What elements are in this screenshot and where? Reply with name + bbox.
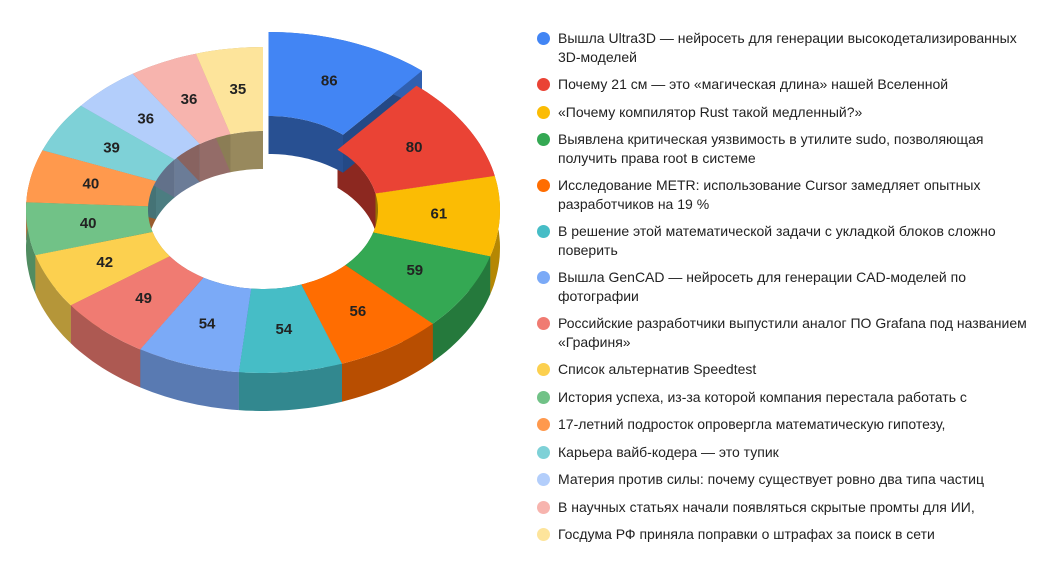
legend-marker bbox=[537, 133, 550, 146]
legend-item: «Почему компилятор Rust такой медленный?… bbox=[537, 103, 1037, 122]
slice-outer-wall bbox=[26, 202, 36, 294]
legend-label: В решение этой математической задачи с у… bbox=[558, 223, 996, 258]
legend-marker bbox=[537, 78, 550, 91]
slice bbox=[373, 175, 500, 257]
legend-marker bbox=[537, 363, 550, 376]
labels: 80 61 59 56 54 54 49 42 40 40 39 36 36 35 86 bbox=[80, 72, 447, 338]
slice-inner-wall bbox=[337, 149, 376, 232]
slice bbox=[70, 256, 204, 350]
data-label: 40 bbox=[83, 176, 100, 193]
data-label: 35 bbox=[230, 81, 247, 98]
data-label: 36 bbox=[181, 91, 198, 108]
legend-item: Материя против силы: почему существует р… bbox=[537, 470, 1037, 489]
data-label: 49 bbox=[135, 290, 152, 307]
data-label: 54 bbox=[199, 316, 216, 333]
slice bbox=[238, 284, 342, 373]
legend-item: Карьера вайб-кодера — это тупик bbox=[537, 443, 1037, 462]
slice-outer-wall bbox=[35, 255, 71, 344]
legend-marker bbox=[537, 32, 550, 45]
legend-label: Материя против силы: почему существует р… bbox=[558, 471, 984, 487]
legend-label: В научных статьях начали появляться скры… bbox=[558, 498, 975, 515]
tops bbox=[26, 32, 500, 373]
legend-marker bbox=[537, 317, 550, 330]
slice bbox=[132, 53, 231, 145]
slice bbox=[80, 73, 200, 160]
slice bbox=[140, 277, 252, 373]
legend-item: В научных статьях начали появляться скры… bbox=[537, 498, 1037, 517]
slice bbox=[26, 150, 156, 207]
legend-marker bbox=[537, 271, 550, 284]
legend-item: Исследование METR: использование Cursor … bbox=[537, 176, 1037, 213]
legend-item: Список альтернатив Speedtest bbox=[537, 360, 1037, 379]
legend-item: Вышла GenCAD — нейросеть для генерации C… bbox=[537, 268, 1037, 305]
legend-item: Почему 21 см — это «магическая длина» на… bbox=[537, 75, 1037, 94]
legend-item: Госдума РФ приняла поправки о штрафах за… bbox=[537, 525, 1037, 544]
legend-label: Госдума РФ приняла поправки о штрафах за… bbox=[558, 526, 935, 542]
legend-item: История успеха, из-за которой компания п… bbox=[537, 388, 1037, 407]
legend-label: Карьера вайб-кодера — это тупик bbox=[558, 443, 779, 460]
slice bbox=[196, 47, 263, 135]
legend-label: 17-летний подросток опровергла математич… bbox=[558, 416, 946, 432]
legend-marker bbox=[537, 225, 550, 238]
legend: Вышла Ultra3D — нейросеть для генерации … bbox=[537, 29, 1037, 553]
data-label: 86 bbox=[321, 72, 338, 89]
data-label: 36 bbox=[137, 111, 154, 128]
legend-label: Вышла Ultra3D — нейросеть для генерации … bbox=[558, 30, 1017, 65]
legend-item: Российские разработчики выпустили аналог… bbox=[537, 314, 1037, 351]
legend-marker bbox=[537, 445, 550, 459]
legend-item: Выявлена критическая уязвимость в утилит… bbox=[537, 130, 1037, 167]
slice-outer-wall bbox=[432, 256, 491, 362]
data-label: 59 bbox=[406, 262, 423, 279]
slice bbox=[42, 105, 175, 182]
legend-marker bbox=[537, 179, 550, 192]
legend-marker bbox=[537, 473, 550, 486]
legend-marker bbox=[537, 105, 550, 119]
data-label: 80 bbox=[406, 139, 423, 156]
slice-inner-wall bbox=[230, 131, 263, 173]
slice-inner-wall bbox=[268, 116, 343, 173]
legend-label: История успеха, из-за которой компания п… bbox=[558, 388, 967, 405]
slice bbox=[268, 32, 422, 135]
data-label: 39 bbox=[103, 139, 120, 156]
legend-item: Вышла Ultra3D — нейросеть для генерации … bbox=[537, 29, 1037, 66]
slice bbox=[35, 231, 170, 306]
donut-chart: 80 61 59 56 54 54 49 42 40 40 39 36 36 35 86 bbox=[26, 32, 500, 411]
slice-outer-wall bbox=[140, 349, 239, 411]
slice bbox=[301, 265, 433, 364]
legend-label: Вышла GenCAD — нейросеть для генерации C… bbox=[558, 269, 966, 304]
legend-label: Российские разработчики выпустили аналог… bbox=[558, 315, 1027, 350]
legend-label: Почему 21 см — это «магическая длина» на… bbox=[558, 76, 949, 92]
legend-item: В решение этой математической задачи с у… bbox=[537, 222, 1037, 259]
legend-label: Исследование METR: использование Cursor … bbox=[558, 177, 981, 212]
legend-label: «Почему компилятор Rust такой медленный?… bbox=[558, 103, 863, 120]
legend-label: Список альтернатив Speedtest bbox=[558, 361, 757, 377]
data-label: 42 bbox=[96, 254, 113, 271]
slice bbox=[345, 232, 491, 324]
slice bbox=[26, 202, 153, 256]
data-label: 61 bbox=[431, 206, 448, 223]
legend-marker bbox=[537, 390, 550, 404]
legend-marker bbox=[537, 500, 550, 514]
legend-marker bbox=[537, 528, 550, 541]
data-label: 54 bbox=[276, 321, 293, 338]
legend-label: Выявлена критическая уязвимость в утилит… bbox=[558, 131, 984, 166]
data-label: 56 bbox=[350, 303, 367, 320]
slice-outer-wall bbox=[70, 305, 141, 388]
slice-outer-wall bbox=[238, 363, 342, 411]
legend-marker bbox=[537, 418, 550, 431]
slice-outer-wall bbox=[342, 323, 433, 402]
data-label: 40 bbox=[80, 215, 97, 232]
slice bbox=[337, 85, 495, 194]
legend-item: 17-летний подросток опровергла математич… bbox=[537, 415, 1037, 434]
